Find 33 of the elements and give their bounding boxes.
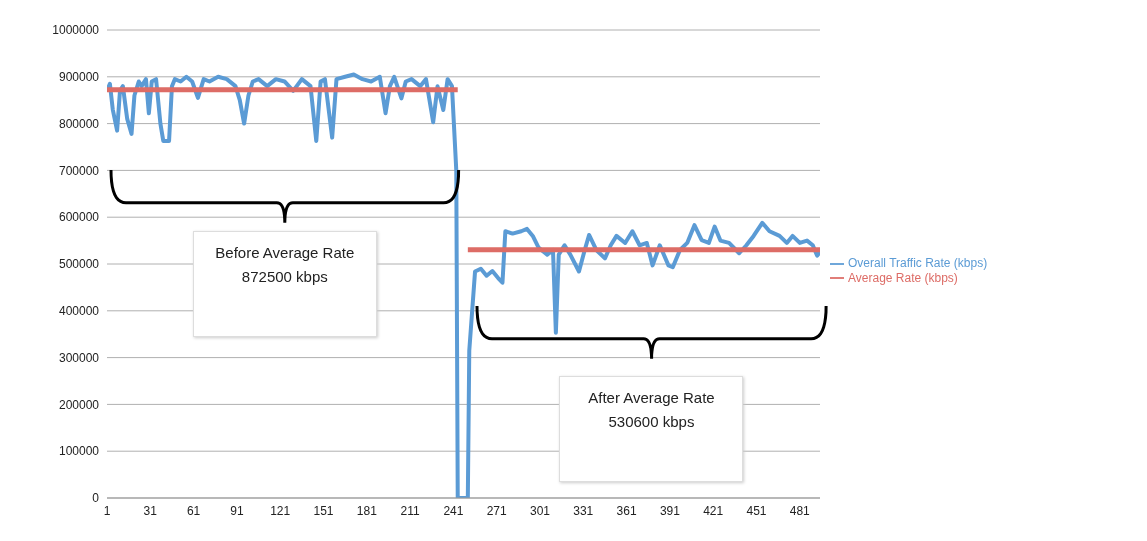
legend-label: Overall Traffic Rate (kbps) [848, 255, 988, 270]
x-tick-label: 331 [573, 503, 594, 518]
x-tick-label: 451 [746, 503, 767, 518]
y-tick-label: 900000 [58, 70, 100, 85]
x-tick-label: 91 [230, 503, 244, 518]
line-series [107, 72, 820, 498]
x-tick-label: 481 [789, 503, 811, 518]
annotation: Before Average Rate 872500 kbps [214, 243, 355, 288]
x-tick-label: 61 [186, 503, 201, 518]
y-tick-label: 600000 [58, 210, 100, 225]
y-tick-label: 800000 [58, 116, 100, 131]
y-tick-label: 500000 [58, 257, 100, 272]
x-tick-label: 211 [400, 503, 420, 518]
x-tick-label: 31 [143, 503, 158, 518]
y-tick-label: 700000 [58, 163, 100, 178]
x-tick-label: 391 [659, 503, 681, 518]
x-tick-label: 271 [486, 503, 508, 518]
x-tick-label: 181 [356, 503, 378, 518]
x-tick-label: 241 [443, 503, 464, 518]
x-tick-label: 151 [313, 503, 334, 518]
y-tick-label: 100000 [58, 444, 100, 459]
x-tick-label: 1 [103, 503, 111, 518]
legend-label: Average Rate (kbps) [848, 270, 958, 285]
x-tick-label: 121 [270, 503, 291, 518]
y-tick-label: 300000 [58, 350, 100, 365]
x-tick-label: 421 [703, 503, 724, 518]
y-tick-label: 400000 [58, 304, 100, 319]
y-tick-label: 0 [92, 491, 100, 506]
y-tick-label: 200000 [58, 397, 100, 412]
x-tick-label: 361 [616, 503, 637, 518]
x-tick-label: 301 [529, 503, 551, 518]
y-tick-label: 1000000 [52, 23, 100, 38]
annotation: After Average Rate 530600 kbps [587, 388, 716, 433]
